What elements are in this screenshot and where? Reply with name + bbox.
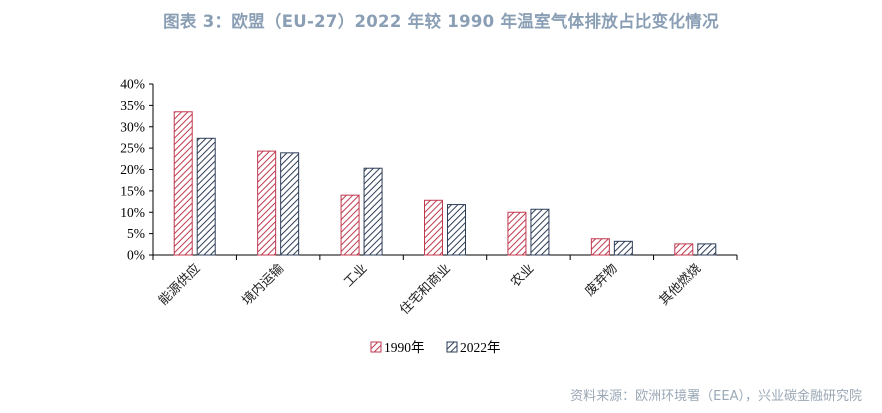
- bar-1990-6: [590, 238, 610, 256]
- y-tick-label: 0%: [127, 248, 145, 263]
- y-tick-label: 40%: [120, 77, 145, 92]
- bar-1990-2: [257, 150, 277, 256]
- y-tick-label: 5%: [127, 226, 145, 241]
- category-label: 工业: [341, 261, 370, 290]
- y-tick-label: 25%: [120, 141, 145, 156]
- bar-2022-2: [280, 152, 300, 256]
- bar-2022-1: [196, 137, 216, 256]
- bar-1990-5: [507, 211, 527, 256]
- y-tick-label: 20%: [120, 162, 145, 177]
- bar-2022-7: [697, 243, 717, 256]
- y-tick-label: 10%: [120, 205, 145, 220]
- category-label: 住宅和商业: [397, 261, 454, 318]
- y-tick-label: 35%: [120, 98, 145, 113]
- axes: [149, 83, 738, 260]
- y-tick-label: 15%: [120, 183, 145, 198]
- category-label: 能源供应: [155, 261, 203, 309]
- legend: 1990年 2022年: [370, 340, 501, 355]
- bar-1990-1: [173, 111, 193, 256]
- category-label: 废弃物: [582, 261, 621, 300]
- bar-2022-5: [530, 208, 550, 256]
- legend-swatch-1: [370, 341, 382, 353]
- bar-2022-6: [613, 240, 633, 256]
- bar-1990-4: [424, 199, 443, 256]
- category-label: 境内运输: [239, 261, 287, 309]
- y-tick-label: 30%: [120, 119, 145, 134]
- bar-1990-3: [340, 194, 360, 256]
- legend-label-1: 1990年: [384, 340, 425, 355]
- bars: [173, 111, 717, 256]
- category-label: 农业: [508, 261, 537, 290]
- source-note: 资料来源：欧洲环境署（EEA），兴业碳金融研究院: [570, 389, 862, 404]
- bar-1990-7: [674, 243, 694, 256]
- chart-title: 图表 3：欧盟（EU-27）2022 年较 1990 年温室气体排放占比变化情况: [163, 12, 719, 31]
- bar-2022-4: [447, 204, 466, 256]
- bar-2022-3: [363, 167, 383, 256]
- legend-swatch-2: [446, 341, 458, 353]
- category-label: 其他燃烧: [656, 261, 704, 309]
- legend-label-2: 2022年: [460, 340, 501, 355]
